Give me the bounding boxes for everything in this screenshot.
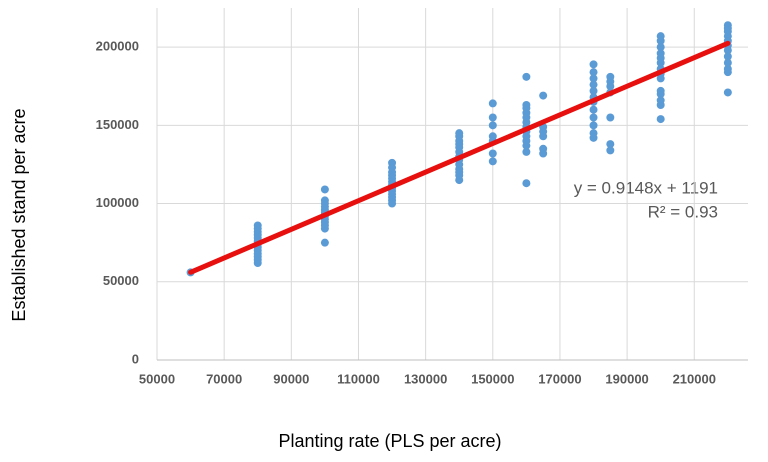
- y-tick-label: 200000: [96, 39, 139, 54]
- point: [656, 115, 665, 124]
- y-axis-title: Established stand per acre: [9, 108, 29, 321]
- y-tick-label: 100000: [96, 195, 139, 210]
- point: [539, 91, 548, 100]
- point: [589, 74, 598, 83]
- point: [723, 58, 732, 67]
- point: [455, 129, 464, 138]
- point: [320, 238, 329, 247]
- point: [488, 132, 497, 141]
- point: [606, 72, 615, 81]
- point: [589, 60, 598, 69]
- x-tick-label: 50000: [139, 371, 175, 386]
- point: [488, 99, 497, 108]
- point: [488, 157, 497, 166]
- point: [488, 121, 497, 130]
- point: [606, 113, 615, 122]
- point: [589, 113, 598, 122]
- point: [539, 144, 548, 153]
- y-tick-label: 0: [132, 351, 139, 366]
- point: [656, 32, 665, 41]
- point: [589, 121, 598, 130]
- point: [488, 149, 497, 158]
- x-tick-label: 150000: [471, 371, 514, 386]
- point: [656, 49, 665, 58]
- x-axis-title: Planting rate (PLS per acre): [278, 431, 501, 451]
- equation: y = 0.9148x + 1191: [574, 178, 718, 197]
- x-tick-label: 170000: [538, 371, 581, 386]
- trendline: [188, 40, 731, 275]
- point: [488, 113, 497, 122]
- point: [522, 179, 531, 188]
- y-tick-label: 50000: [103, 273, 139, 288]
- x-tick-label: 110000: [337, 371, 380, 386]
- x-tick-label: 130000: [404, 371, 447, 386]
- point: [723, 21, 732, 30]
- point: [589, 86, 598, 95]
- point: [320, 196, 329, 205]
- point: [656, 43, 665, 52]
- point: [253, 221, 262, 230]
- point: [589, 105, 598, 114]
- point: [589, 68, 598, 77]
- point: [723, 65, 732, 74]
- point: [320, 185, 329, 194]
- point: [656, 96, 665, 105]
- point: [522, 147, 531, 156]
- point: [388, 158, 397, 167]
- point: [656, 86, 665, 95]
- point: [723, 88, 732, 97]
- x-tick-label: 70000: [206, 371, 242, 386]
- y-tick-label: 150000: [96, 117, 139, 132]
- point: [522, 100, 531, 109]
- point: [606, 140, 615, 149]
- point: [723, 52, 732, 61]
- x-tick-label: 190000: [605, 371, 648, 386]
- x-tick-label: 210000: [673, 371, 716, 386]
- point: [589, 129, 598, 138]
- r-squared: R² = 0.93: [648, 202, 718, 221]
- x-tick-label: 90000: [273, 371, 309, 386]
- point: [606, 146, 615, 155]
- point: [522, 72, 531, 81]
- point: [589, 80, 598, 89]
